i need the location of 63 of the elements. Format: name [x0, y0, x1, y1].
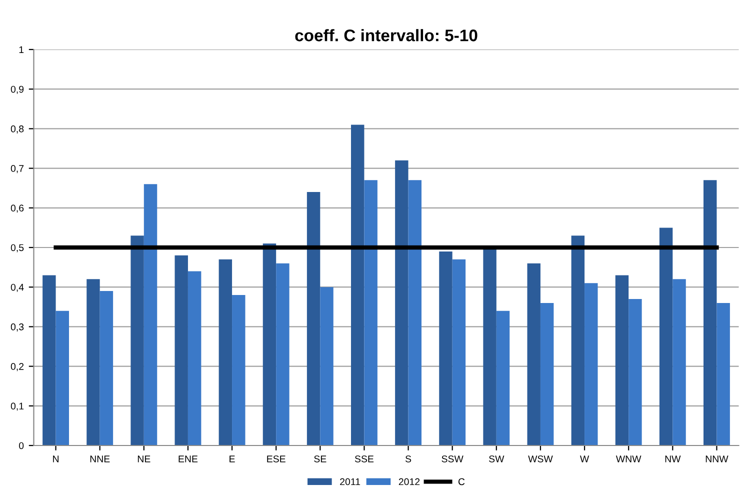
bar — [100, 291, 114, 446]
y-tick-label: 0,7 — [10, 165, 24, 174]
y-tick-label: 0,8 — [10, 125, 24, 134]
x-tick-label: NNW — [706, 456, 728, 462]
x-tick-label: WNW — [616, 456, 642, 462]
x-tick-label: E — [230, 456, 235, 462]
bar — [364, 180, 378, 446]
bar — [571, 236, 585, 446]
bar — [439, 251, 452, 446]
y-tick-label: 0,9 — [10, 86, 24, 94]
y-tick-label: 0,2 — [10, 363, 24, 372]
bar — [704, 180, 717, 446]
x-tick-label: SSE — [354, 455, 374, 462]
x-tick-label: NE — [138, 456, 150, 462]
x-tick-label: SE — [314, 455, 326, 462]
bar — [56, 310, 69, 446]
bar — [188, 271, 202, 446]
bar — [496, 310, 510, 446]
bar — [130, 236, 144, 446]
y-tick-label: 0,1 — [10, 402, 24, 411]
bar — [395, 160, 408, 446]
bar — [483, 248, 496, 446]
y-tick-label: 0,3 — [10, 323, 24, 332]
x-tick-label: ESE — [267, 455, 286, 462]
bar — [351, 124, 364, 446]
bar — [584, 283, 598, 446]
legend-label: 2012 — [398, 478, 420, 486]
x-tick-label: SSW — [442, 455, 464, 462]
bar — [144, 184, 158, 446]
chart-title: coeff. C intervallo: 5-10 — [295, 29, 478, 42]
y-tick-label: 1 — [19, 46, 24, 54]
bar — [540, 302, 554, 446]
y-tick-label: 0,5 — [10, 244, 24, 252]
bar — [628, 298, 642, 446]
bar — [320, 287, 334, 446]
y-tick-label: 0,6 — [10, 204, 24, 213]
bar — [232, 295, 246, 446]
bar — [42, 275, 56, 446]
bar — [452, 259, 466, 446]
bar — [408, 180, 422, 446]
y-tick-label: 0,4 — [10, 284, 24, 292]
x-tick-label: WSW — [528, 455, 553, 462]
bar — [218, 259, 232, 446]
bar — [615, 275, 629, 446]
x-tick-label: NNE — [90, 456, 110, 462]
y-tick-label: 0 — [19, 442, 24, 450]
x-tick-label: W — [580, 456, 590, 462]
bar — [276, 263, 290, 446]
x-tick-label: S — [405, 455, 412, 462]
bar — [174, 255, 188, 446]
x-tick-label: NW — [665, 456, 681, 462]
x-tick-label: N — [53, 456, 58, 462]
bar — [716, 302, 730, 446]
x-tick-label: ENE — [178, 456, 198, 462]
bar — [306, 192, 320, 446]
bar — [672, 279, 686, 446]
x-tick-label: SW — [489, 455, 504, 462]
bar — [262, 244, 276, 446]
legend-label: C — [458, 478, 465, 486]
bar — [659, 228, 673, 446]
legend-label: 2011 — [340, 478, 360, 486]
bar — [527, 263, 540, 446]
bar — [86, 279, 100, 446]
